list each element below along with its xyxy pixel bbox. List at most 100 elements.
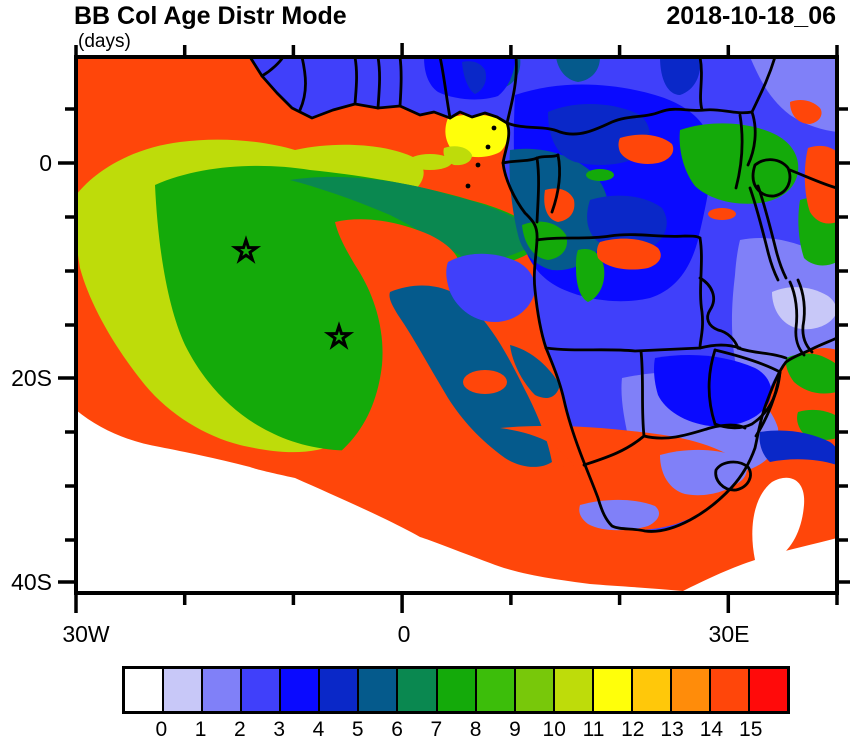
colorbar-tick-label: 5 <box>351 718 364 741</box>
coastline <box>248 57 837 533</box>
border-north-drc <box>505 107 754 136</box>
colorbar-labels: 0 1 2 3 4 5 6 7 8 9 10 11 12 13 14 15 <box>0 718 850 744</box>
border-benin-nigeria <box>438 57 452 120</box>
land-age-2-lesotho-area <box>660 449 747 496</box>
land-age-5-se-coast <box>759 430 837 465</box>
y-tick-label-20s: 20S <box>11 365 52 391</box>
orange-hole-in-teal <box>463 370 507 394</box>
colorbar-cell <box>240 669 280 711</box>
coastline-and-borders <box>248 57 837 533</box>
land-age-6-top-b <box>556 57 600 82</box>
border-namibia-sa <box>582 434 646 467</box>
land-age-4-transvaal <box>654 355 772 427</box>
border-mozambique <box>754 370 782 438</box>
colorbar-cell <box>513 669 553 711</box>
lesotho <box>714 460 752 492</box>
border-tanzania-ne <box>788 168 837 190</box>
ocean-age-3-region <box>446 253 535 322</box>
colorbar-tick-label: 10 <box>542 718 566 741</box>
colorbar-cell <box>552 669 592 711</box>
border-kenya-vertical <box>734 113 744 190</box>
colorbar-cell <box>125 669 163 711</box>
border-west-africa-2 <box>353 57 358 106</box>
colorbar <box>122 666 790 714</box>
border-nigeria-cameroon <box>505 57 518 125</box>
land-orange-patch-a <box>544 188 575 222</box>
colorbar-cell <box>474 669 514 711</box>
land-age-8-angola <box>576 248 605 302</box>
nodata-blob-southeast <box>752 477 805 562</box>
map-frame-and-ticks <box>58 43 850 613</box>
age-11-fringe <box>443 146 472 166</box>
border-west-africa-4 <box>398 57 403 108</box>
border-uganda-branch <box>746 110 757 167</box>
colorbar-tick-label: 1 <box>194 718 207 741</box>
star-marker-2 <box>323 321 355 350</box>
colorbar-cell <box>201 669 241 711</box>
island-dot <box>491 125 497 131</box>
colorbar-cell <box>162 669 202 711</box>
border-zambezi <box>736 346 788 360</box>
border-west-africa-3 <box>376 57 381 110</box>
land-orange-patch-c <box>618 134 674 164</box>
border-sudan-branch <box>750 57 777 114</box>
colorbar-tick-label: 7 <box>430 718 443 741</box>
colorbar-tick-label: 11 <box>582 718 605 741</box>
border-angola-south <box>544 343 742 353</box>
land-age-5-patch-top <box>660 57 701 95</box>
land-age-8-se-b <box>797 409 837 440</box>
colorbar-cell <box>279 669 319 711</box>
plot-units-label: (days) <box>78 31 131 52</box>
colorbar-tick-label: 6 <box>391 718 403 741</box>
x-tick-label-30e: 30E <box>709 621 750 647</box>
colorbar-cell <box>591 669 631 711</box>
age-11-speckle <box>408 154 452 170</box>
colorbar-tick-label: 3 <box>273 718 286 741</box>
border-congo-drc <box>535 156 540 224</box>
land-orange-patch-b <box>596 238 661 270</box>
colorbar-tick-label: 12 <box>621 718 645 741</box>
land-age-8-congo-coast <box>522 221 568 260</box>
x-tick-label-30w: 30W <box>62 621 110 647</box>
lake-victoria <box>751 158 792 198</box>
land-orange-patch-d <box>804 145 837 224</box>
lake-malawi-w <box>788 280 806 357</box>
island-dot <box>485 144 491 150</box>
land-age-5-nigeria <box>462 61 486 94</box>
colorbar-tick-label: 14 <box>699 718 724 741</box>
lake-tanganyika-e <box>756 184 788 280</box>
border-angola-north <box>535 233 702 242</box>
axis-ticks <box>58 43 850 613</box>
land-orange-patch-e <box>790 100 822 124</box>
island-dot <box>465 183 471 189</box>
plot-title: BB Col Age Distr Mode <box>74 2 347 30</box>
border-namibia-botswana <box>639 349 646 438</box>
star-marker-1 <box>230 235 262 264</box>
colorbar-cell <box>435 669 475 711</box>
colorbar-cell <box>318 669 358 711</box>
border-botswana-sa <box>642 423 747 440</box>
lake-tanganyika-w <box>748 186 780 282</box>
land-age-8-se-a <box>785 353 837 394</box>
land-orange-speck <box>708 208 736 220</box>
colorbar-tick-label: 2 <box>234 718 246 741</box>
ocean-age-2-south-coast <box>579 499 660 531</box>
ocean-age-7-region <box>290 176 542 266</box>
border-drc-inner <box>550 153 561 214</box>
ocean-age-12-region <box>445 114 508 158</box>
y-tick-label-40s: 40S <box>11 569 52 595</box>
map-plot: 0 20S 40S 30W 0 30E <box>11 43 850 647</box>
age-11-speckle <box>335 146 355 154</box>
colorbar-cell <box>669 669 709 711</box>
border-west-africa-1 <box>298 57 307 112</box>
border-zimbabwe-w <box>707 348 717 426</box>
land-age-8-speck <box>586 169 614 181</box>
border-angola-east <box>698 236 704 350</box>
colorbar-cell <box>357 669 397 711</box>
colorbar-tick-label: 13 <box>660 718 684 741</box>
colorbar-tick-label: 0 <box>155 718 168 741</box>
colorbar-cell <box>630 669 670 711</box>
plot-timestamp: 2018-10-18_06 <box>666 2 836 30</box>
colorbar-cell <box>748 669 788 711</box>
colorbar-cell <box>396 669 436 711</box>
